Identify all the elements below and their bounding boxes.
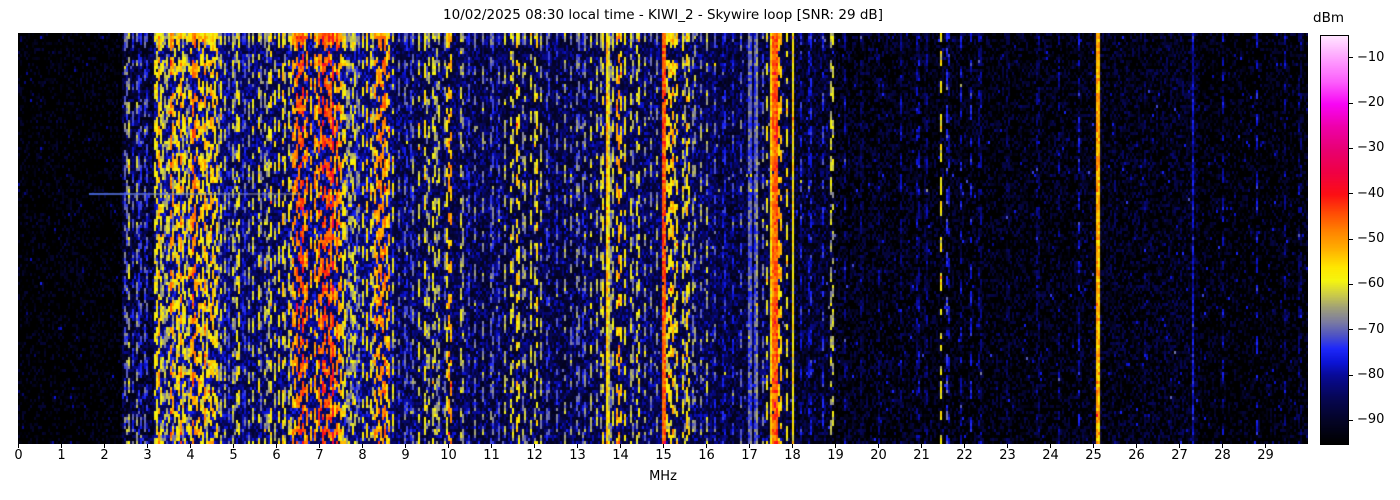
x-tick-label: 9 [401, 448, 410, 463]
x-tick-mark [276, 444, 277, 448]
x-tick-mark [448, 444, 449, 448]
x-tick-label: 27 [1171, 448, 1188, 463]
x-tick-mark [405, 444, 406, 448]
x-tick-mark [1179, 444, 1180, 448]
colorbar-tick-mark [1349, 329, 1353, 331]
x-tick-label: 24 [1042, 448, 1059, 463]
x-tick-label: 3 [143, 448, 152, 463]
waterfall-heatmap-canvas [18, 33, 1308, 444]
x-axis-label: MHz [649, 469, 677, 484]
x-tick-mark [18, 444, 19, 448]
x-tick-mark [577, 444, 578, 448]
colorbar-tick-label: −10 [1357, 49, 1385, 65]
colorbar-tick-label: −70 [1357, 321, 1385, 337]
x-tick-label: 6 [272, 448, 281, 463]
colorbar-tick-label: −50 [1357, 231, 1385, 246]
colorbar-unit-label: dBm [1313, 10, 1344, 26]
x-tick-mark [878, 444, 879, 448]
x-tick-label: 16 [698, 448, 715, 463]
x-tick-label: 20 [870, 448, 887, 463]
x-tick-label: 10 [440, 448, 457, 463]
chart-title: 10/02/2025 08:30 local time - KIWI_2 - S… [443, 7, 883, 23]
x-tick-mark [835, 444, 836, 448]
colorbar-tick-label: −40 [1357, 185, 1385, 201]
x-tick-mark [706, 444, 707, 448]
x-tick-mark [1222, 444, 1223, 448]
x-tick-mark [61, 444, 62, 448]
colorbar-tick-label: −30 [1357, 140, 1385, 156]
x-tick-label: 22 [956, 448, 973, 463]
colorbar-tick-label: −80 [1357, 367, 1385, 382]
x-tick-label: 8 [358, 448, 367, 463]
x-tick-label: 18 [784, 448, 801, 463]
colorbar-tick-mark [1349, 57, 1353, 59]
colorbar-tick-mark [1349, 374, 1353, 376]
x-tick-mark [534, 444, 535, 448]
colorbar-tick-mark [1349, 147, 1353, 149]
colorbar-gradient-canvas [1320, 35, 1349, 445]
x-tick-label: 29 [1257, 448, 1274, 463]
x-tick-mark [1265, 444, 1266, 448]
x-tick-label: 1 [57, 448, 66, 463]
x-tick-mark [233, 444, 234, 448]
x-tick-mark [749, 444, 750, 448]
x-tick-label: 5 [229, 448, 238, 463]
colorbar-tick-label: −90 [1357, 412, 1385, 428]
x-tick-mark [319, 444, 320, 448]
x-tick-mark [190, 444, 191, 448]
x-tick-label: 14 [612, 448, 629, 463]
colorbar-tick-mark [1349, 283, 1353, 285]
x-tick-label: 28 [1214, 448, 1231, 463]
x-tick-mark [491, 444, 492, 448]
x-tick-mark [1007, 444, 1008, 448]
x-tick-label: 11 [483, 448, 500, 463]
x-tick-mark [1093, 444, 1094, 448]
colorbar-tick-mark [1349, 238, 1353, 240]
x-tick-mark [620, 444, 621, 448]
x-tick-label: 7 [315, 448, 324, 463]
x-tick-mark [1050, 444, 1051, 448]
x-tick-label: 12 [526, 448, 543, 463]
x-tick-label: 2 [100, 448, 109, 463]
colorbar-tick-mark [1349, 419, 1353, 421]
colorbar-tick-mark [1349, 193, 1353, 195]
x-tick-label: 21 [913, 448, 930, 463]
x-tick-mark [964, 444, 965, 448]
x-tick-label: 17 [741, 448, 758, 463]
x-tick-label: 4 [186, 448, 195, 463]
x-tick-mark [104, 444, 105, 448]
colorbar-tick-mark [1349, 102, 1353, 104]
x-tick-label: 23 [999, 448, 1016, 463]
x-tick-label: 0 [14, 448, 23, 463]
x-tick-label: 19 [827, 448, 844, 463]
x-tick-label: 25 [1085, 448, 1102, 463]
x-tick-label: 15 [655, 448, 672, 463]
x-tick-label: 13 [569, 448, 586, 463]
colorbar-tick-label: −60 [1357, 276, 1385, 292]
x-tick-mark [792, 444, 793, 448]
x-tick-label: 26 [1128, 448, 1145, 463]
x-tick-mark [663, 444, 664, 448]
x-tick-mark [147, 444, 148, 448]
x-tick-mark [921, 444, 922, 448]
colorbar-tick-label: −20 [1357, 95, 1385, 110]
x-tick-mark [362, 444, 363, 448]
x-tick-mark [1136, 444, 1137, 448]
